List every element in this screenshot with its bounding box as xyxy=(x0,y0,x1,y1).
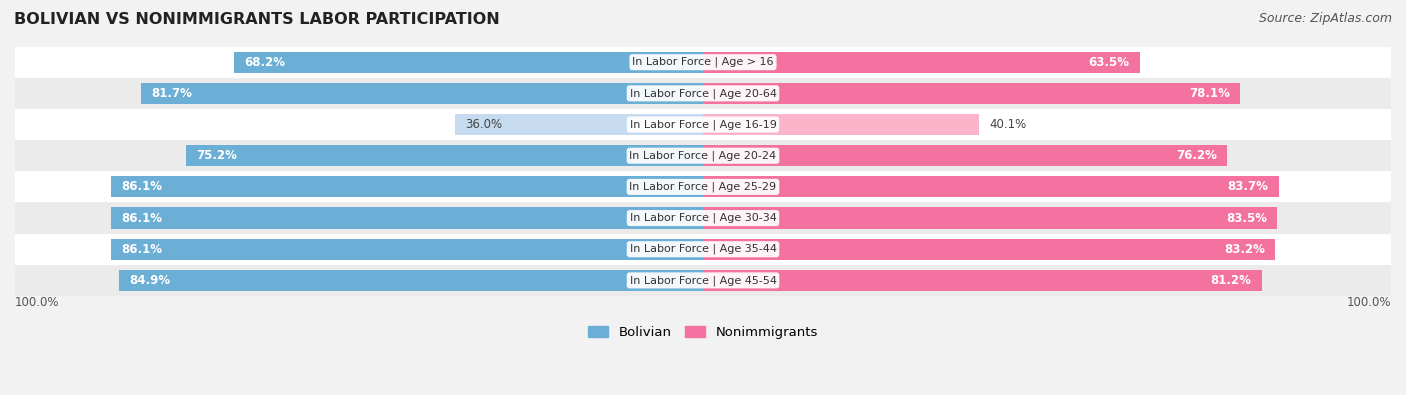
Text: In Labor Force | Age 25-29: In Labor Force | Age 25-29 xyxy=(630,182,776,192)
Bar xyxy=(233,52,703,73)
Text: 78.1%: 78.1% xyxy=(1189,87,1230,100)
Bar xyxy=(15,109,1391,140)
Bar xyxy=(111,207,703,229)
Text: 63.5%: 63.5% xyxy=(1088,56,1129,69)
Bar xyxy=(111,176,703,198)
Text: BOLIVIAN VS NONIMMIGRANTS LABOR PARTICIPATION: BOLIVIAN VS NONIMMIGRANTS LABOR PARTICIP… xyxy=(14,12,499,27)
Text: In Labor Force | Age 20-24: In Labor Force | Age 20-24 xyxy=(630,150,776,161)
Text: 36.0%: 36.0% xyxy=(465,118,503,131)
Text: In Labor Force | Age 35-44: In Labor Force | Age 35-44 xyxy=(630,244,776,254)
Text: 86.1%: 86.1% xyxy=(121,181,162,194)
Bar xyxy=(15,47,1391,78)
Bar xyxy=(703,145,1227,166)
Text: In Labor Force | Age > 16: In Labor Force | Age > 16 xyxy=(633,57,773,68)
Text: 100.0%: 100.0% xyxy=(15,296,59,309)
Bar xyxy=(141,83,703,104)
Bar xyxy=(703,207,1278,229)
Bar xyxy=(111,239,703,260)
Text: 84.9%: 84.9% xyxy=(129,274,170,287)
Text: Source: ZipAtlas.com: Source: ZipAtlas.com xyxy=(1258,12,1392,25)
Text: 100.0%: 100.0% xyxy=(1347,296,1391,309)
Text: 86.1%: 86.1% xyxy=(121,243,162,256)
Bar xyxy=(703,83,1240,104)
Text: 83.5%: 83.5% xyxy=(1226,212,1267,224)
Text: 83.7%: 83.7% xyxy=(1227,181,1268,194)
Bar xyxy=(120,270,703,291)
Bar xyxy=(15,140,1391,171)
Text: 86.1%: 86.1% xyxy=(121,212,162,224)
Text: In Labor Force | Age 20-64: In Labor Force | Age 20-64 xyxy=(630,88,776,99)
Text: In Labor Force | Age 30-34: In Labor Force | Age 30-34 xyxy=(630,213,776,223)
Bar xyxy=(15,233,1391,265)
Text: 68.2%: 68.2% xyxy=(245,56,285,69)
Bar xyxy=(703,239,1275,260)
Bar xyxy=(703,270,1261,291)
Bar xyxy=(703,52,1140,73)
Bar xyxy=(703,114,979,135)
Bar xyxy=(15,78,1391,109)
Text: 40.1%: 40.1% xyxy=(990,118,1026,131)
Text: 81.7%: 81.7% xyxy=(152,87,193,100)
Text: 81.2%: 81.2% xyxy=(1211,274,1251,287)
Bar xyxy=(15,203,1391,233)
Bar xyxy=(15,171,1391,203)
Legend: Bolivian, Nonimmigrants: Bolivian, Nonimmigrants xyxy=(583,320,823,344)
Text: 83.2%: 83.2% xyxy=(1225,243,1265,256)
Bar xyxy=(186,145,703,166)
Text: 75.2%: 75.2% xyxy=(195,149,236,162)
Bar xyxy=(15,265,1391,296)
Bar xyxy=(703,176,1279,198)
Bar xyxy=(456,114,703,135)
Text: In Labor Force | Age 16-19: In Labor Force | Age 16-19 xyxy=(630,119,776,130)
Text: In Labor Force | Age 45-54: In Labor Force | Age 45-54 xyxy=(630,275,776,286)
Text: 76.2%: 76.2% xyxy=(1175,149,1218,162)
